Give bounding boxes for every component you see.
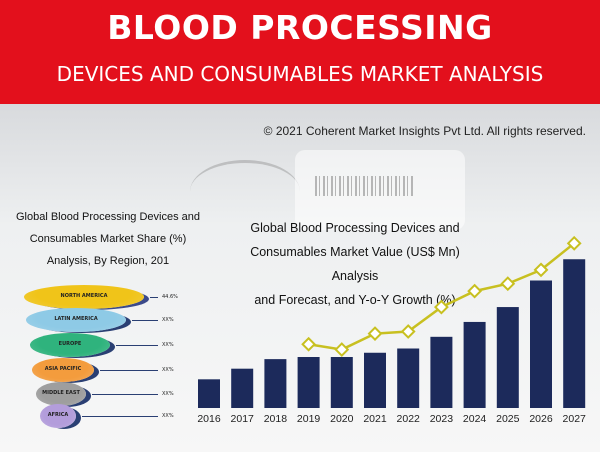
funnel-layer-label: MIDDLE EAST — [42, 390, 80, 396]
tube-shape — [190, 160, 300, 223]
funnel-value-label: XX% — [162, 367, 174, 373]
funnel-value-label: XX% — [162, 317, 174, 323]
bar-chart-title: Global Blood Processing Devices and Cons… — [230, 216, 480, 312]
x-tick-label: 2023 — [430, 413, 454, 425]
funnel-layer — [24, 285, 144, 309]
funnel-title-line: Analysis, By Region, 201 — [46, 255, 170, 267]
x-tick-label: 2016 — [197, 413, 221, 425]
funnel-layer-label: EUROPE — [58, 341, 82, 347]
growth-marker — [367, 326, 383, 342]
x-tick-label: 2024 — [463, 413, 487, 425]
bar-2024 — [463, 321, 486, 408]
funnel-chart-title: Global Blood Processing Devices and Cons… — [8, 206, 208, 272]
growth-marker — [400, 324, 416, 339]
page-title: BLOOD PROCESSING — [107, 8, 493, 47]
funnel-leader-line — [150, 297, 158, 298]
funnel-leader-line — [92, 394, 158, 395]
funnel-layer-label: LATIN AMERICA — [54, 316, 98, 322]
barcode-shape — [315, 176, 415, 196]
x-tick-label: 2019 — [297, 413, 321, 425]
funnel-leader-line — [82, 416, 158, 417]
growth-marker — [566, 235, 582, 251]
funnel-title-line: Consumables Market Share (%) — [29, 233, 187, 245]
funnel-leader-line — [116, 345, 158, 346]
funnel-title-line: Global Blood Processing Devices and — [15, 211, 201, 223]
x-tick-label: 2022 — [397, 413, 421, 425]
growth-marker — [433, 299, 449, 315]
page-subtitle: DEVICES AND CONSUMABLES MARKET ANALYSIS — [56, 62, 544, 86]
funnel-layer-label: AFRICA — [47, 412, 69, 418]
bar-2027 — [563, 259, 586, 408]
copyright-text: © 2021 Coherent Market Insights Pvt Ltd.… — [263, 124, 586, 138]
bar-title-line: Global Blood Processing Devices and — [250, 221, 460, 235]
bar-2016 — [198, 379, 220, 408]
x-tick-label: 2020 — [330, 413, 354, 425]
bar-2019 — [297, 357, 320, 408]
funnel-layer — [30, 333, 110, 357]
bar-2026 — [530, 280, 552, 408]
funnel-layer — [36, 382, 86, 406]
funnel-leader-line — [132, 320, 158, 321]
bar-title-line: Consumables Market Value (US$ Mn) Analys… — [250, 245, 460, 283]
growth-marker — [334, 342, 350, 357]
funnel-value-label: 44.6% — [162, 294, 178, 300]
funnel-value-label: XX% — [162, 413, 174, 419]
bar-2021 — [364, 352, 386, 408]
x-tick-label: 2027 — [563, 413, 587, 425]
growth-marker — [500, 276, 516, 292]
x-tick-label: 2026 — [529, 413, 553, 425]
bar-2023 — [430, 336, 453, 408]
funnel-layer — [26, 308, 126, 332]
bar-2020 — [330, 357, 353, 408]
funnel-layer-label: NORTH AMERICA — [60, 293, 108, 299]
bar-2022 — [397, 348, 420, 408]
funnel-value-label: XX% — [162, 342, 174, 348]
funnel-leader-line — [100, 370, 158, 371]
growth-marker — [467, 283, 483, 299]
bar-2018 — [264, 359, 287, 408]
growth-marker — [301, 336, 317, 352]
growth-marker — [533, 262, 549, 278]
x-tick-label: 2017 — [231, 413, 255, 425]
funnel-value-label: XX% — [162, 391, 174, 397]
bar-2017 — [231, 368, 254, 408]
x-tick-label: 2018 — [264, 413, 288, 425]
funnel-layer — [40, 404, 76, 428]
funnel-layer — [32, 358, 94, 382]
market-value-chart: 2016 2017 2018 2019 2020 2021 2022 2023 2024 2025… — [197, 235, 587, 425]
bar-title-line: and Forecast, and Y-o-Y Growth (%) — [254, 293, 456, 307]
funnel-layer-label: ASIA PACIFIC — [44, 366, 82, 372]
x-tick-label: 2025 — [496, 413, 520, 425]
x-tick-label: 2021 — [363, 413, 387, 425]
header-banner: BLOOD PROCESSING DEVICES AND CONSUMABLES… — [0, 0, 600, 104]
bar-2025 — [496, 307, 519, 408]
